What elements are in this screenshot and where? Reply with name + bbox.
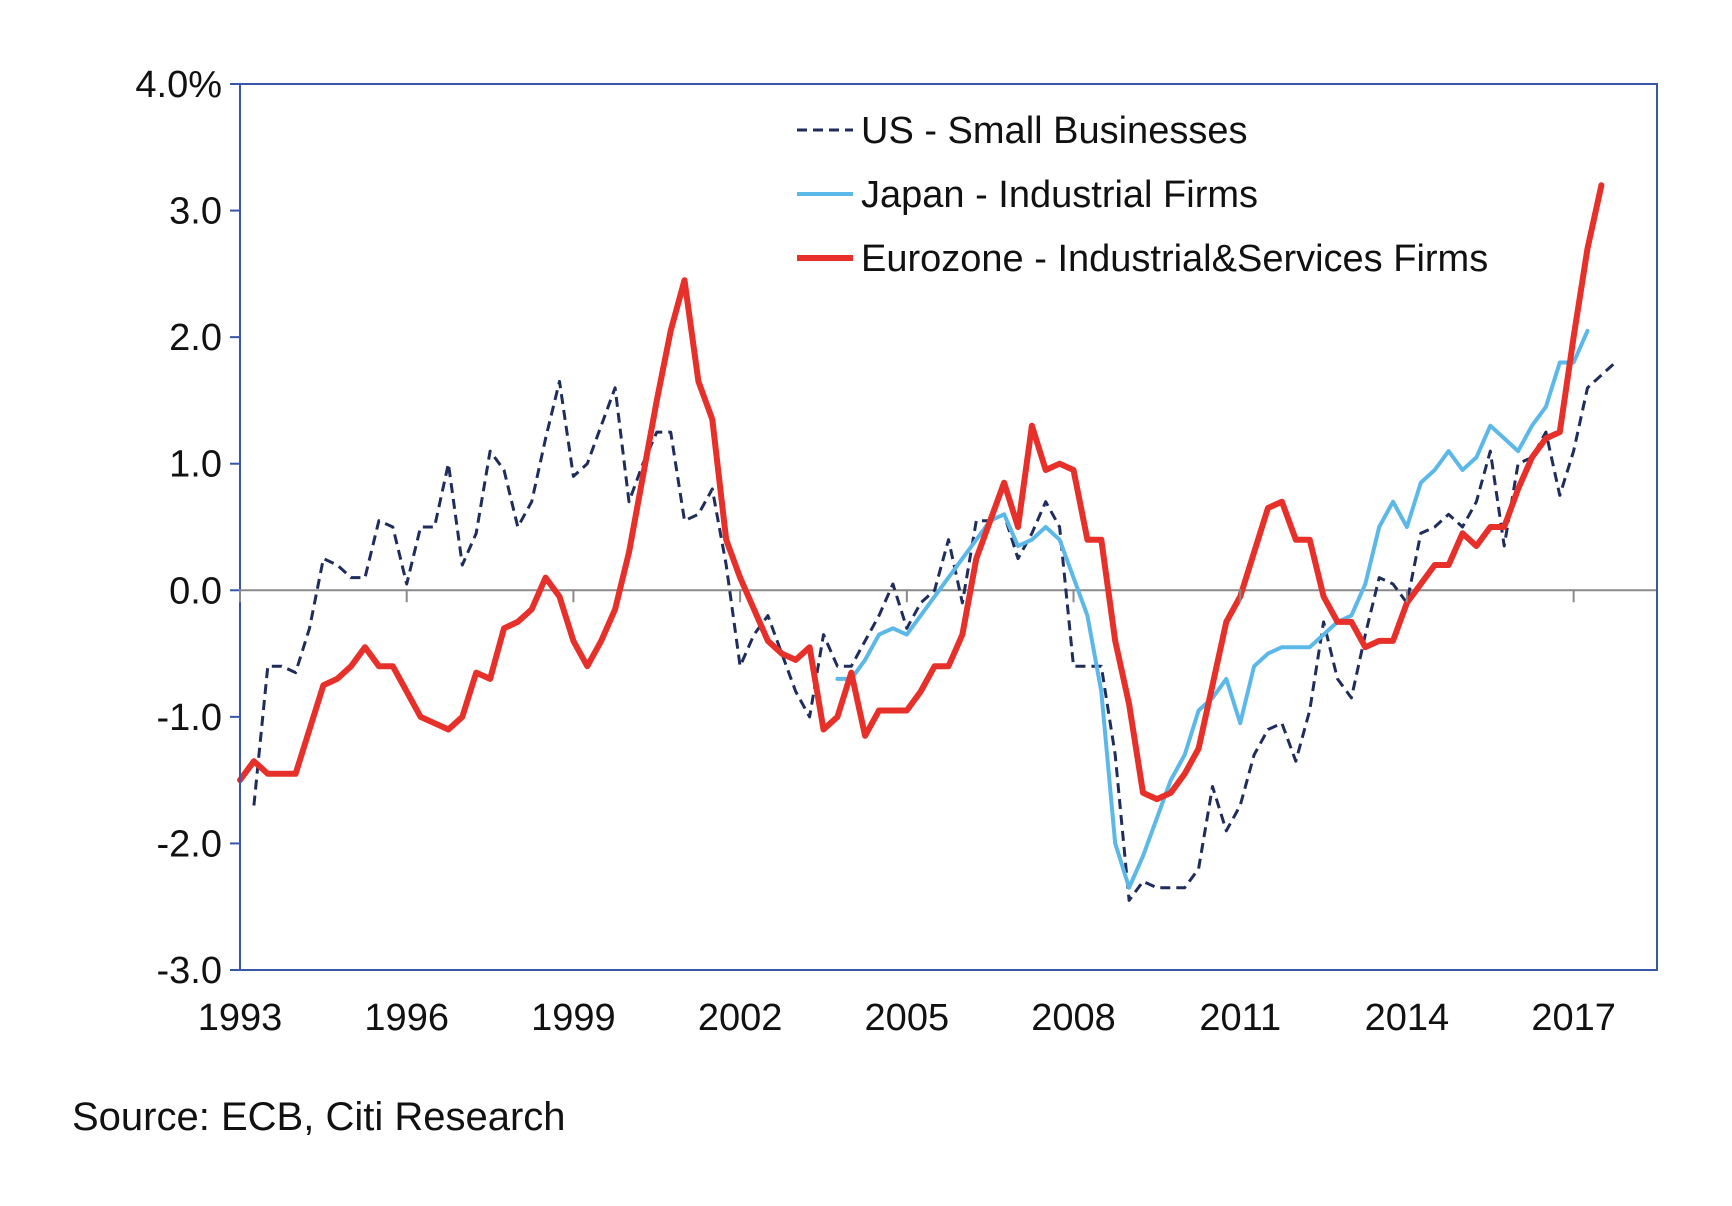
y-tick-label: 2.0 — [169, 317, 222, 359]
y-tick-label: 0.0 — [169, 570, 222, 612]
x-tick-label: 1993 — [198, 997, 283, 1039]
x-tick-label: 1999 — [531, 997, 616, 1039]
y-tick-label: 4.0% — [135, 64, 222, 106]
y-tick-label: 1.0 — [169, 444, 222, 486]
y-tick-label: -1.0 — [157, 697, 222, 739]
y-axis: -3.0 -2.0 -1.0 0.0 1.0 2.0 3.0 4.0% — [135, 64, 240, 992]
x-tick-label: 2017 — [1531, 997, 1616, 1039]
x-tick-label: 2011 — [1199, 997, 1281, 1039]
y-tick-label: -3.0 — [157, 950, 222, 992]
x-tick-label: 2002 — [698, 997, 783, 1039]
y-tick-label: 3.0 — [169, 191, 222, 233]
y-tick-label: -2.0 — [157, 823, 222, 865]
x-tick-label: 2005 — [865, 997, 950, 1039]
plot-frame — [239, 83, 1658, 971]
x-tick-label: 2014 — [1365, 997, 1450, 1039]
legend: US - Small Businesses Japan - Industrial … — [797, 110, 1488, 280]
legend-label: Eurozone - Industrial&Services Firms — [861, 238, 1488, 280]
x-tick-label: 1996 — [364, 997, 449, 1039]
x-axis: 1993 1996 1999 2002 2005 2008 2011 2014 2017 — [198, 589, 1616, 1039]
legend-label: US - Small Businesses — [861, 110, 1247, 152]
series-line-2 — [835, 328, 1590, 890]
series-line-1 — [252, 361, 1617, 902]
source-note: Source: ECB, Citi Research — [72, 1095, 566, 1139]
series-layer — [237, 182, 1617, 902]
x-tick-label: 2008 — [1031, 997, 1116, 1039]
series-line-3 — [237, 182, 1605, 803]
legend-label: Japan - Industrial Firms — [861, 174, 1258, 216]
